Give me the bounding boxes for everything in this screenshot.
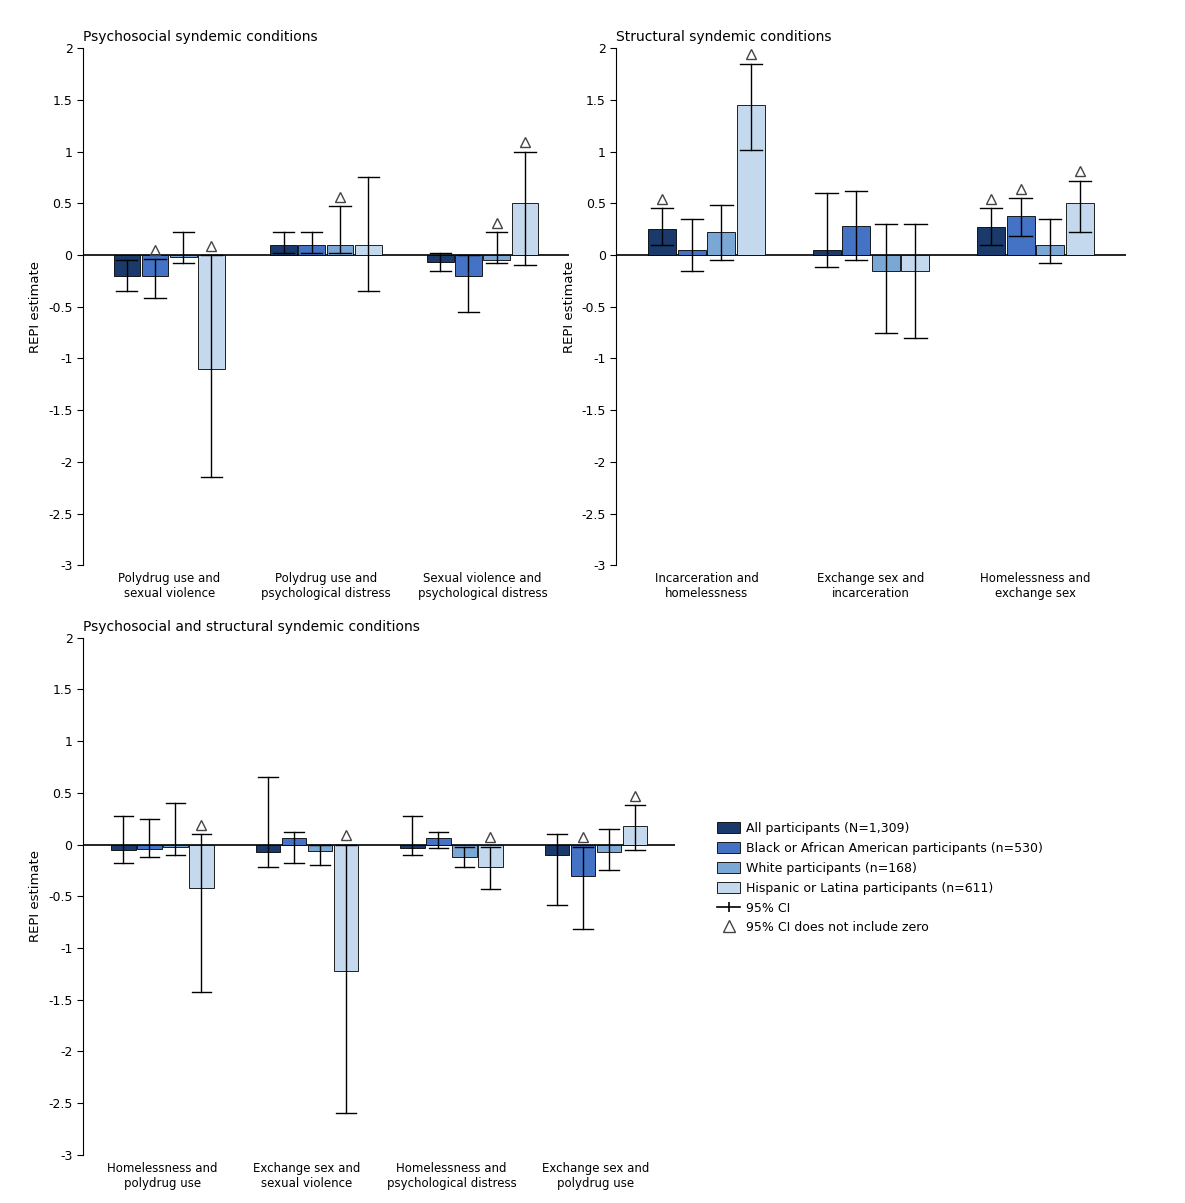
Bar [813,250,840,255]
Y-axis label: REPI estimate: REPI estimate [30,261,43,352]
Bar [256,845,280,852]
Bar [427,255,454,262]
Bar [114,255,140,275]
Bar [622,826,647,845]
Bar [142,255,168,275]
Bar [427,838,450,845]
Bar [401,845,424,848]
Bar [111,845,136,849]
Bar [545,845,569,855]
Bar [1036,244,1064,255]
Bar [479,845,502,867]
Bar [270,244,297,255]
Bar [648,229,677,255]
Y-axis label: REPI estimate: REPI estimate [563,261,576,352]
Text: Psychosocial syndemic conditions: Psychosocial syndemic conditions [83,30,318,45]
Bar [455,255,482,275]
Bar [737,105,766,255]
Bar [299,244,325,255]
Bar [512,203,538,255]
Bar [707,232,736,255]
Bar [354,244,382,255]
Bar [1065,203,1094,255]
Bar [308,845,332,851]
Bar [678,250,706,255]
Bar [190,845,213,888]
Bar [571,845,595,876]
Bar [327,244,353,255]
Bar [976,227,1005,255]
Bar [137,845,161,848]
Bar [334,845,358,971]
Bar [169,255,197,257]
Legend: All participants (N=1,309), Black or African American participants (n=530), Whit: All participants (N=1,309), Black or Afr… [717,822,1043,935]
Bar [164,845,187,847]
Bar [483,255,510,260]
Bar [198,255,225,369]
Bar [453,845,476,857]
Bar [1006,215,1035,255]
Bar [282,838,306,845]
Bar [902,255,929,271]
Bar [843,226,870,255]
Bar [872,255,899,271]
Y-axis label: REPI estimate: REPI estimate [30,851,43,942]
Bar [597,845,621,852]
Text: Structural syndemic conditions: Structural syndemic conditions [616,30,832,45]
Text: Psychosocial and structural syndemic conditions: Psychosocial and structural syndemic con… [83,620,419,634]
